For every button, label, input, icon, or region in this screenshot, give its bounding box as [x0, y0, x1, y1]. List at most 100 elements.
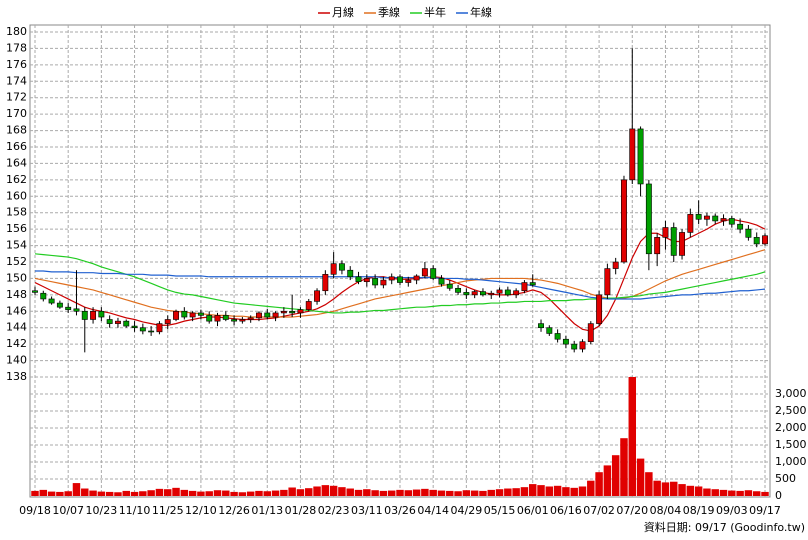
x-tick-label: 03/11 [351, 504, 383, 517]
candle-body [239, 319, 246, 322]
y-tick-label: 180 [6, 25, 27, 38]
volume-bar [736, 490, 744, 496]
x-tick-label: 12/26 [218, 504, 250, 517]
candle-body [670, 227, 677, 256]
volume-bar [628, 377, 637, 496]
volume-bar [678, 484, 686, 496]
volume-bar [578, 486, 587, 496]
volume-bar [661, 482, 670, 496]
candle-body [56, 302, 63, 308]
x-tick-label: 11/10 [119, 504, 151, 517]
candle-body [115, 320, 121, 324]
candle-body [446, 283, 453, 289]
x-tick-label: 11/25 [152, 504, 184, 517]
x-tick-label: 08/04 [650, 504, 682, 517]
candle-body [256, 312, 262, 319]
candle-body [654, 237, 661, 255]
candle-body [546, 327, 553, 334]
volume-bar [172, 487, 180, 496]
candle-body [629, 128, 636, 181]
volume-bar [105, 491, 114, 496]
candle-body [728, 218, 735, 225]
volume-bar [222, 490, 230, 496]
candle-body [156, 323, 163, 333]
footer: 資料日期: 09/17 (Goodinfo.tw) [644, 520, 805, 534]
candle-body [181, 310, 188, 318]
candle-body [173, 310, 179, 320]
candle-body [720, 218, 727, 222]
volume-bar [321, 485, 330, 496]
candle-body [745, 228, 752, 238]
candle-body [322, 274, 329, 292]
volume-bar [147, 490, 155, 496]
volume-bar [620, 438, 628, 496]
candle-body [231, 319, 238, 322]
candle-body [330, 263, 337, 275]
candle-body [90, 310, 97, 320]
y-tick-label: 168 [6, 124, 27, 137]
candle-body [81, 310, 88, 320]
x-tick-label: 01/28 [285, 504, 317, 517]
volume-bar [371, 490, 379, 496]
candle-body [363, 278, 370, 283]
volume-bar [89, 490, 97, 496]
volume-bar [197, 491, 205, 496]
candle-body [413, 275, 420, 281]
volume-bar [595, 472, 603, 496]
candle-body [98, 310, 105, 318]
y-tick-label: 170 [6, 107, 27, 120]
volume-bar [719, 489, 728, 496]
volume-bar [313, 486, 321, 496]
candle-body [297, 309, 304, 314]
volume-bar [528, 484, 537, 496]
volume-bar [694, 486, 703, 496]
candle-body [479, 291, 486, 296]
volume-bar [271, 490, 280, 496]
y-tick-label: 158 [6, 206, 27, 219]
x-tick-label: 06/16 [550, 504, 582, 517]
candle-body [189, 312, 196, 318]
y-tick-label: 164 [6, 156, 27, 169]
candle-body [397, 276, 403, 283]
y2-tick-label: 500 [775, 472, 796, 485]
candle-body [596, 294, 603, 324]
volume-bar [39, 489, 48, 496]
volume-bar [296, 489, 305, 496]
candle-body [455, 287, 462, 293]
y-tick-label: 146 [6, 304, 27, 317]
volume-bar [520, 487, 529, 496]
candle-body [538, 323, 544, 329]
volume-bar [711, 489, 719, 496]
candle-body [48, 298, 55, 304]
y-tick-label: 176 [6, 58, 27, 71]
volume-bar [280, 489, 288, 496]
volume-bar [421, 488, 429, 496]
candle-body [679, 232, 686, 256]
volume-bar [553, 485, 562, 496]
volume-bar [703, 488, 711, 496]
candle-body [554, 333, 561, 340]
legend-label: 月線 [332, 5, 354, 19]
volume-bar [504, 488, 512, 496]
y2-tick-label: 2,000 [775, 421, 807, 434]
volume-bar [437, 490, 446, 496]
y-tick-label: 140 [6, 354, 27, 367]
x-tick-label: 05/15 [484, 504, 516, 517]
volume-bar [163, 489, 172, 496]
volume-bar [487, 489, 495, 496]
y-tick-label: 138 [6, 370, 27, 383]
candle-body [421, 268, 428, 277]
x-tick-label: 09/17 [749, 504, 781, 517]
candle-body [438, 278, 445, 285]
volume-bar [752, 491, 761, 496]
volume-bar [636, 458, 645, 496]
x-tick-label: 12/10 [185, 504, 217, 517]
candle-body [164, 319, 171, 324]
candle-body [762, 235, 768, 245]
candle-body [521, 282, 528, 292]
candle-body [106, 319, 113, 324]
legend-label: 年線 [470, 5, 492, 19]
volume-bar [329, 485, 338, 496]
legend-label: 季線 [378, 5, 400, 19]
volume-bar [338, 487, 346, 496]
